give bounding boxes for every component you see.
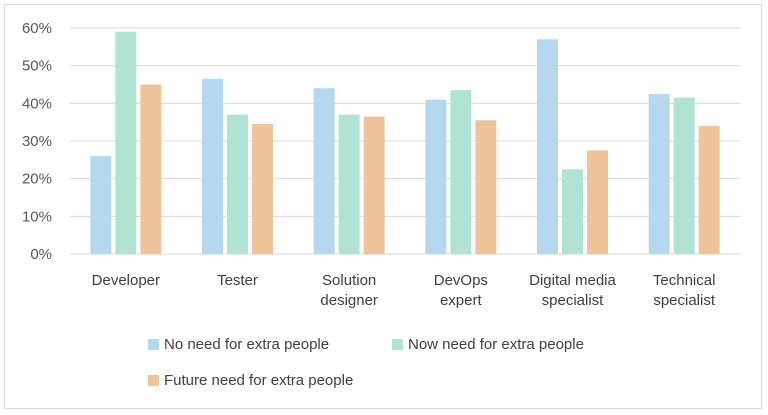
bar-3	[475, 120, 497, 255]
legend-label: Future need for extra people	[164, 372, 353, 389]
y-tick-label: 20%	[22, 171, 52, 188]
bar-3	[363, 116, 385, 255]
category-label-line: Tester	[217, 272, 258, 289]
x-category-label: Technical specialist	[653, 272, 716, 309]
bar-2	[673, 97, 695, 254]
legend-label: Now need for extra people	[408, 336, 584, 353]
bar-1	[202, 78, 223, 254]
y-tick-label: 30%	[22, 133, 52, 150]
x-category-label: Solution designer	[320, 272, 378, 309]
bar-1	[648, 93, 670, 255]
bar-1	[313, 88, 335, 255]
gridlines	[70, 27, 740, 255]
legend-swatch	[148, 375, 159, 386]
category-label-line: Solution	[322, 272, 376, 289]
y-tick-label: 0%	[30, 246, 52, 263]
bar-3	[587, 150, 608, 254]
legend: No need for extra people Now need for ext…	[148, 336, 584, 389]
category-label-line: Developer	[92, 272, 160, 289]
bar-1	[425, 99, 447, 254]
category-label-line: Digital media	[529, 272, 616, 289]
y-tick-label: 10%	[22, 208, 52, 225]
category-label-line: expert	[440, 292, 483, 309]
bar-2	[450, 90, 472, 255]
bar-3	[252, 124, 273, 254]
category-label-line: specialist	[542, 292, 605, 309]
y-tick-label: 40%	[22, 95, 52, 112]
bar-3	[698, 125, 720, 254]
y-tick-label: 60%	[22, 20, 52, 37]
bar-2	[338, 114, 360, 254]
category-label-line: specialist	[653, 292, 716, 309]
x-category-label: DevOps expert	[434, 272, 488, 309]
x-axis-category-labels: Developer Tester Solution designer DevOps exp…	[92, 272, 716, 309]
bar-1	[90, 156, 112, 254]
y-tick-label: 50%	[22, 58, 52, 75]
category-label-line: DevOps	[434, 272, 488, 289]
x-category-label: Digital media specialist	[529, 272, 616, 309]
x-category-label: Tester	[217, 272, 258, 289]
bars	[90, 31, 720, 255]
y-axis-tick-labels: 0% 10% 20% 30% 40% 50% 60%	[22, 20, 52, 263]
category-label-line: designer	[320, 292, 378, 309]
bar-2	[227, 114, 248, 254]
legend-swatch	[148, 339, 159, 350]
bar-2	[115, 31, 137, 255]
x-category-label: Developer	[92, 272, 160, 289]
bar-3	[140, 84, 162, 254]
bar-1	[537, 39, 558, 254]
legend-swatch	[392, 339, 403, 350]
legend-label: No need for extra people	[164, 336, 329, 353]
category-label-line: Technical	[653, 272, 716, 289]
bar-2	[562, 169, 583, 254]
